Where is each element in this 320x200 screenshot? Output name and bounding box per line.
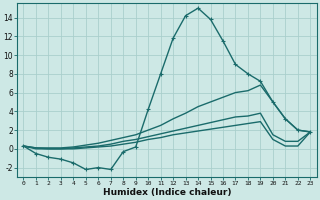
X-axis label: Humidex (Indice chaleur): Humidex (Indice chaleur) bbox=[103, 188, 231, 197]
